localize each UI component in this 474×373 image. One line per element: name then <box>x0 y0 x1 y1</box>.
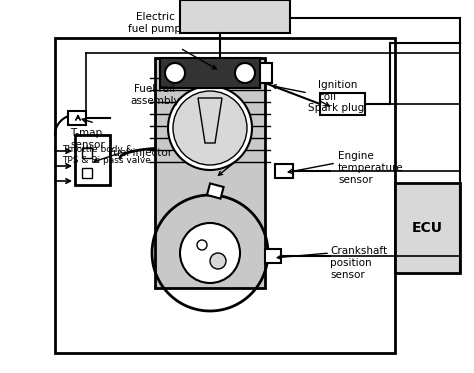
Circle shape <box>168 86 252 170</box>
Bar <box>68 111 86 125</box>
Text: ECU: ECU <box>411 221 443 235</box>
Text: Fuel injector: Fuel injector <box>108 148 172 158</box>
Text: Ignition
coil: Ignition coil <box>318 80 357 102</box>
Bar <box>180 0 290 33</box>
Circle shape <box>173 91 247 165</box>
Bar <box>55 38 395 353</box>
Bar <box>82 168 92 178</box>
Circle shape <box>235 63 255 83</box>
Bar <box>82 148 92 158</box>
Circle shape <box>180 223 240 283</box>
Circle shape <box>197 240 207 250</box>
Bar <box>207 184 224 199</box>
Bar <box>395 183 460 273</box>
Text: Engine
temperature
sensor: Engine temperature sensor <box>338 151 404 185</box>
Text: T-map
sensor: T-map sensor <box>70 128 105 150</box>
Bar <box>195 66 245 88</box>
Bar <box>260 63 272 83</box>
Text: Electric
fuel pump: Electric fuel pump <box>128 12 182 34</box>
Text: Throttle body &
TPS & Bi pass valve: Throttle body & TPS & Bi pass valve <box>62 145 151 165</box>
Bar <box>320 93 365 115</box>
Bar <box>155 58 265 288</box>
Polygon shape <box>198 98 222 143</box>
Bar <box>160 58 260 88</box>
Text: Spark plug: Spark plug <box>308 103 364 113</box>
Bar <box>75 135 110 185</box>
Circle shape <box>210 253 226 269</box>
Text: Crankshaft
position
sensor: Crankshaft position sensor <box>330 247 387 280</box>
Circle shape <box>165 63 185 83</box>
Text: Fuel rail
assembly: Fuel rail assembly <box>130 84 180 106</box>
Bar <box>205 163 223 185</box>
Bar <box>265 249 281 263</box>
Bar <box>275 164 293 178</box>
